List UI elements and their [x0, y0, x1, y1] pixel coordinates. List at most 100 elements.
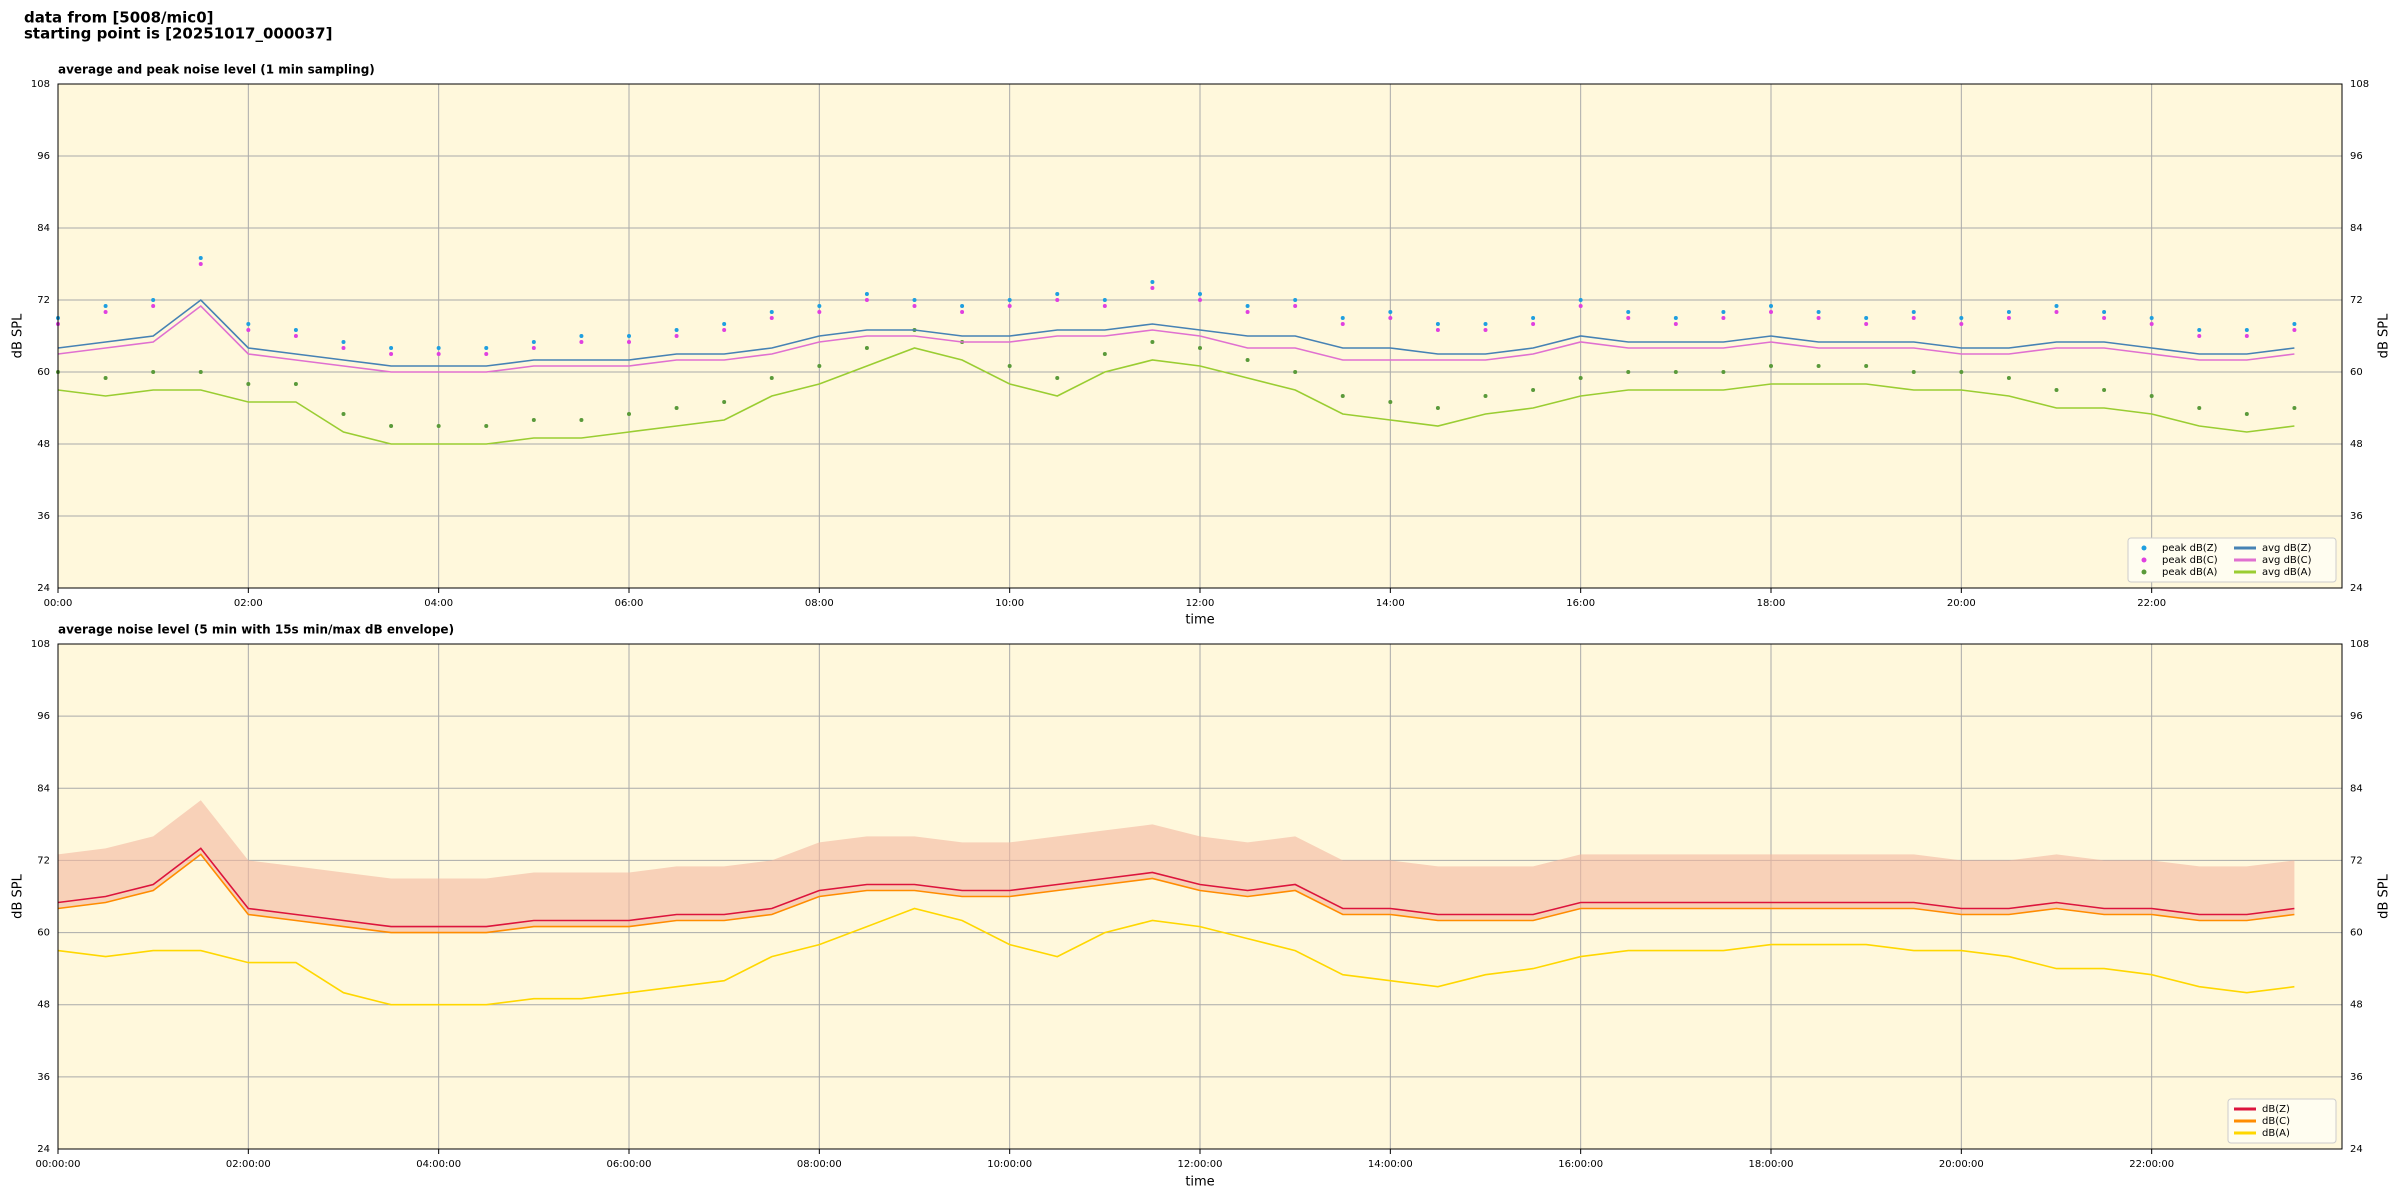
x-axis-label: time — [1185, 613, 1214, 628]
y-tick-label: 48 — [2350, 1000, 2363, 1011]
peak-point — [1007, 298, 1012, 302]
peak-point — [2006, 316, 2011, 320]
chart-title: average and peak noise level (1 min samp… — [58, 63, 375, 77]
peak-point — [1102, 298, 1107, 302]
x-tick-label: 18:00 — [1757, 598, 1786, 609]
peak-point — [1578, 376, 1583, 380]
peak-point — [1245, 358, 1250, 362]
peak-point — [389, 424, 394, 428]
header-line: starting point is [20251017_000037] — [24, 25, 332, 43]
peak-point — [769, 376, 774, 380]
peak-point — [674, 334, 679, 338]
legend-swatch — [2141, 545, 2147, 551]
peak-point — [1864, 364, 1869, 368]
peak-point — [912, 304, 917, 308]
peak-point — [2197, 334, 2202, 338]
peak-point — [1959, 322, 1964, 326]
y-tick-label: 60 — [2350, 928, 2363, 939]
peak-point — [722, 400, 727, 404]
legend-label: dB(A) — [2262, 1128, 2290, 1139]
peak-point — [579, 340, 584, 344]
peak-point — [1911, 310, 1916, 314]
y-tick-label: 24 — [2350, 1144, 2363, 1155]
peak-point — [1435, 322, 1440, 326]
x-tick-label: 12:00 — [1186, 598, 1215, 609]
peak-point — [484, 352, 489, 356]
peak-point — [1721, 316, 1726, 320]
peak-point — [769, 316, 774, 320]
x-tick-label: 10:00 — [995, 598, 1024, 609]
y-axis-label: dB SPL — [2377, 313, 2392, 358]
peak-point — [1816, 316, 1821, 320]
peak-point — [2197, 328, 2202, 332]
y-tick-label: 108 — [31, 79, 50, 90]
peak-point — [1388, 316, 1393, 320]
peak-point — [722, 328, 727, 332]
peak-point — [2292, 406, 2297, 410]
peak-point — [1007, 364, 1012, 368]
plot-frame — [57, 83, 2343, 589]
peak-point — [1435, 328, 1440, 332]
y-tick-label: 96 — [37, 711, 50, 722]
peak-point — [2149, 316, 2154, 320]
peak-point — [1959, 316, 1964, 320]
peak-point — [674, 328, 679, 332]
peak-point — [1293, 370, 1298, 374]
peak-point — [1959, 370, 1964, 374]
peak-point — [1293, 304, 1298, 308]
y-tick-label: 60 — [37, 928, 50, 939]
legend-label: dB(C) — [2262, 1116, 2290, 1127]
peak-point — [341, 340, 346, 344]
x-tick-label: 12:00:00 — [1178, 1159, 1223, 1170]
y-tick-label: 108 — [2350, 639, 2369, 650]
y-tick-label: 60 — [2350, 367, 2363, 378]
peak-point — [1388, 400, 1393, 404]
y-tick-label: 24 — [2350, 583, 2363, 594]
peak-point — [2054, 304, 2059, 308]
peak-point — [627, 340, 631, 344]
peak-point — [1864, 316, 1869, 320]
legend-label: avg dB(Z) — [2262, 543, 2312, 554]
peak-point — [2102, 388, 2107, 392]
peak-point — [1769, 304, 1773, 308]
peak-point — [103, 304, 108, 308]
peak-point — [2149, 322, 2154, 326]
peak-point — [1626, 310, 1631, 314]
peak-point — [1483, 328, 1488, 332]
y-tick-label: 24 — [37, 583, 50, 594]
x-tick-label: 16:00 — [1566, 598, 1595, 609]
peak-point — [389, 346, 394, 350]
peak-point — [1150, 286, 1155, 290]
y-tick-label: 36 — [2350, 511, 2363, 522]
peak-point — [579, 334, 584, 338]
series-line — [57, 347, 2295, 445]
y-tick-label: 96 — [2350, 711, 2363, 722]
peak-point — [2197, 406, 2202, 410]
header-line: data from [5008/mic0] — [24, 9, 214, 27]
peak-point — [1769, 310, 1773, 314]
peak-point — [293, 334, 298, 338]
y-axis-label: dB SPL — [11, 873, 26, 918]
peak-point — [389, 352, 394, 356]
y-tick-label: 36 — [37, 511, 50, 522]
peak-point — [2102, 310, 2107, 314]
y-tick-label: 60 — [37, 367, 50, 378]
peak-point — [2102, 316, 2107, 320]
series-line — [57, 847, 2295, 928]
peak-point — [627, 412, 631, 416]
peak-point — [1721, 370, 1726, 374]
series-line — [57, 304, 2295, 373]
x-tick-label: 06:00 — [615, 598, 644, 609]
peak-point — [2244, 328, 2249, 332]
peak-point — [1150, 340, 1155, 344]
peak-point — [1531, 316, 1536, 320]
series-line — [57, 853, 2295, 934]
x-tick-label: 10:00:00 — [987, 1159, 1032, 1170]
peak-point — [436, 346, 441, 350]
peak-point — [151, 370, 156, 374]
peak-point — [769, 310, 774, 314]
peak-point — [722, 322, 727, 326]
envelope-area — [58, 800, 2295, 933]
peak-point — [1531, 322, 1536, 326]
